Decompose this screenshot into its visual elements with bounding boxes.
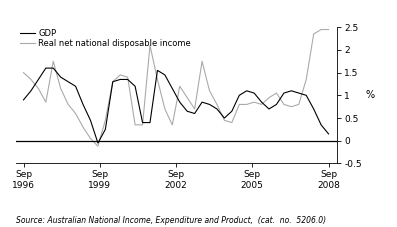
Y-axis label: %: % [366,90,375,100]
Legend: GDP, Real net national disposable income: GDP, Real net national disposable income [20,29,191,48]
Text: Source: Australian National Income, Expenditure and Product,  (cat.  no.  5206.0: Source: Australian National Income, Expe… [16,216,326,225]
